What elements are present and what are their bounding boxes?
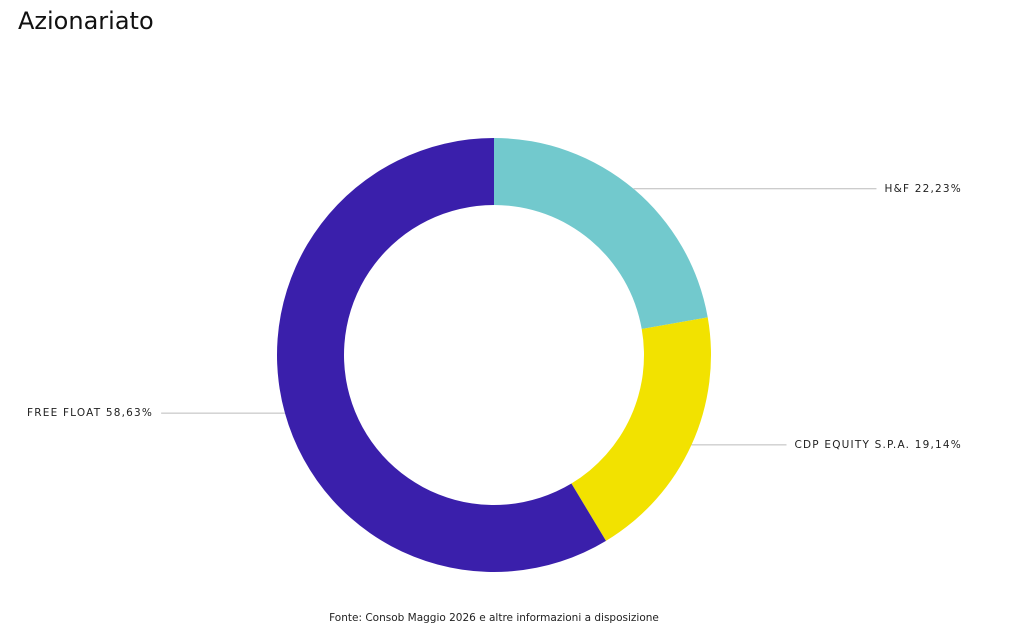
slice-label: CDP EQUITY S.P.A. 19,14% <box>794 439 962 451</box>
chart-title: Azionariato <box>18 7 154 35</box>
donut-slice <box>494 138 708 330</box>
slice-label: H&F 22,23% <box>884 183 962 195</box>
slice-category: FREE FLOAT <box>27 407 101 419</box>
source-note: Fonte: Consob Maggio 2026 e altre inform… <box>329 612 659 624</box>
donut-slice <box>277 138 606 572</box>
slice-category: CDP EQUITY S.P.A. <box>794 439 910 451</box>
donut-slice <box>571 317 711 541</box>
slice-value-label: 19,14% <box>915 439 962 451</box>
slice-value-label: 22,23% <box>915 183 962 195</box>
slice-category: H&F <box>884 183 910 195</box>
slice-label: FREE FLOAT 58,63% <box>27 407 153 419</box>
slice-value-label: 58,63% <box>106 407 153 419</box>
